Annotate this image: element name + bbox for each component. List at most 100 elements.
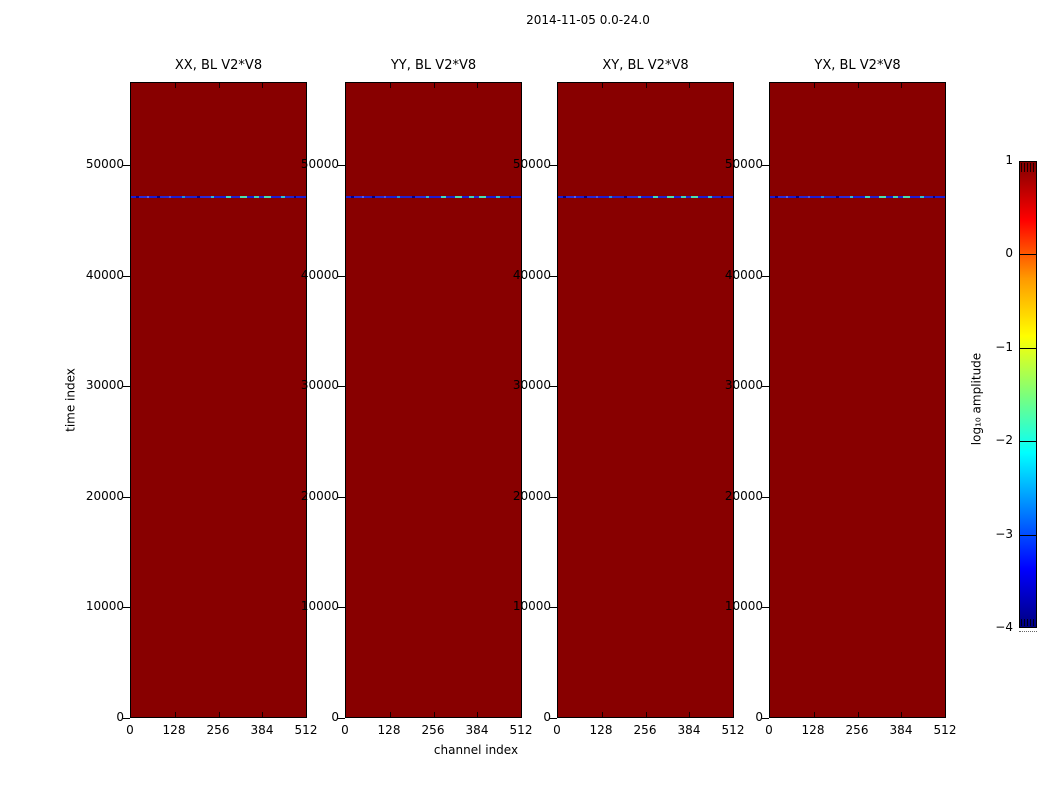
event-stripe-segment (608, 196, 613, 198)
x-tick-label: 512 (509, 723, 533, 737)
y-tick-label: 10000 (300, 599, 339, 614)
x-tick-label: 128 (801, 723, 825, 737)
event-stripe-segment (353, 196, 362, 198)
event-stripe-segment (627, 196, 638, 198)
event-stripe-segment (383, 196, 387, 198)
x-tick-label: 256 (421, 723, 445, 737)
x-tick-label: 384 (250, 723, 274, 737)
event-stripe-segment (181, 196, 186, 198)
y-tick-label: 50000 (85, 156, 124, 171)
event-stripe-segment (563, 196, 566, 198)
colorbar-tick-mark (1020, 254, 1036, 255)
event-stripe-segment (351, 196, 354, 198)
event-stripe-segment (264, 196, 271, 198)
x-tick-mark (434, 712, 435, 717)
y-tick-mark (123, 276, 130, 277)
x-tick-label: 512 (294, 723, 318, 737)
event-stripe-segment (612, 196, 624, 198)
heatmap-panel (130, 82, 307, 718)
y-tick-mark (123, 607, 130, 608)
event-stripe-segment (200, 196, 211, 198)
y-tick-label: 20000 (724, 488, 763, 503)
event-stripe-segment (468, 196, 474, 198)
event-stripe-segment (691, 196, 698, 198)
colorbar-end-hatch (1021, 163, 1035, 172)
y-tick-label: 20000 (300, 488, 339, 503)
x-tick-mark (175, 712, 176, 717)
colorbar-tick-label: 1 (1005, 153, 1013, 167)
event-stripe-segment (598, 196, 609, 198)
y-tick-mark (550, 276, 557, 277)
x-tick-mark (390, 712, 391, 717)
x-tick-label: 128 (162, 723, 186, 737)
event-stripe-segment (196, 196, 201, 198)
event-stripe (131, 196, 306, 198)
heatmap-panel (345, 82, 522, 718)
event-stripe-segment (667, 196, 674, 198)
event-stripe-segment (903, 196, 910, 198)
event-stripe-segment (473, 196, 479, 198)
panel-title: XY, BL V2*V8 (602, 58, 689, 73)
y-tick-label: 0 (755, 710, 763, 724)
event-stripe-segment (824, 196, 836, 198)
colorbar-tick-label: −1 (995, 339, 1013, 354)
event-stripe-segment (810, 196, 821, 198)
event-stripe-segment (226, 196, 231, 198)
event-stripe-segment (723, 196, 733, 198)
panel-title: YY, BL V2*V8 (390, 58, 477, 73)
x-tick-mark (175, 83, 176, 88)
event-stripe-segment (853, 196, 866, 198)
x-tick-mark (901, 83, 902, 88)
event-stripe-segment (280, 196, 285, 198)
event-stripe-segment (157, 196, 160, 198)
event-stripe-segment (680, 196, 686, 198)
y-tick-mark (550, 165, 557, 166)
heatmap-panel (769, 82, 946, 718)
event-stripe-segment (400, 196, 412, 198)
y-tick-label: 0 (331, 710, 339, 724)
event-stripe-segment (136, 196, 139, 198)
x-tick-mark (477, 83, 478, 88)
y-tick-mark (762, 718, 769, 719)
y-tick-mark (762, 386, 769, 387)
y-tick-mark (338, 607, 345, 608)
x-tick-label: 128 (589, 723, 613, 737)
y-tick-mark (762, 497, 769, 498)
event-stripe-segment (865, 196, 870, 198)
event-stripe-segment (386, 196, 397, 198)
x-tick-mark (689, 83, 690, 88)
x-tick-label: 512 (721, 723, 745, 737)
y-tick-mark (123, 718, 130, 719)
y-tick-mark (550, 607, 557, 608)
x-tick-mark (602, 83, 603, 88)
y-tick-label: 40000 (512, 267, 551, 282)
x-tick-label: 384 (465, 723, 489, 737)
event-stripe-segment (565, 196, 574, 198)
event-stripe-segment (479, 196, 486, 198)
event-stripe-segment (586, 196, 596, 198)
x-tick-mark (262, 712, 263, 717)
x-tick-mark (689, 712, 690, 717)
event-stripe-segment (807, 196, 811, 198)
event-stripe-segment (441, 196, 446, 198)
event-stripe-segment (673, 196, 681, 198)
event-stripe-segment (788, 196, 797, 198)
x-tick-mark (901, 712, 902, 717)
x-tick-label: 0 (765, 723, 773, 737)
event-stripe-segment (798, 196, 808, 198)
y-tick-mark (123, 165, 130, 166)
event-stripe-segment (653, 196, 658, 198)
event-stripe-segment (511, 196, 521, 198)
x-tick-label: 0 (341, 723, 349, 737)
colorbar-label: log₁₀ amplitude (969, 352, 984, 446)
x-tick-mark (646, 83, 647, 88)
y-tick-mark (123, 497, 130, 498)
event-stripe-segment (415, 196, 426, 198)
y-tick-label: 30000 (512, 378, 551, 393)
y-tick-mark (762, 276, 769, 277)
event-stripe-segment (429, 196, 442, 198)
x-tick-mark (477, 712, 478, 717)
event-stripe-segment (258, 196, 264, 198)
x-tick-label: 256 (845, 723, 869, 737)
event-stripe-segment (425, 196, 430, 198)
